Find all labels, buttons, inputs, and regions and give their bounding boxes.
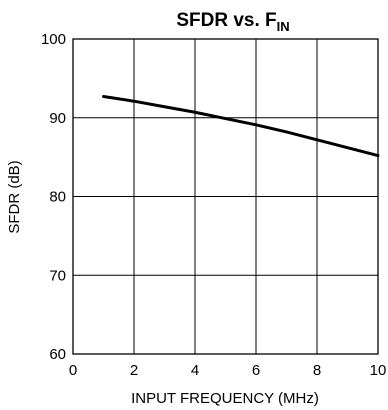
y-tick-label: 60: [49, 346, 66, 363]
x-tick-label: 10: [370, 362, 387, 379]
tick-labels: 0 2 4 6 8 10 60 70 80 90 100: [41, 31, 386, 379]
y-axis-label: SFDR (dB): [6, 160, 23, 233]
x-tick-label: 8: [313, 362, 321, 379]
x-tick-label: 4: [191, 362, 199, 379]
x-tick-label: 2: [130, 362, 138, 379]
grid-lines: [73, 39, 378, 354]
plot-area-frame: [72, 38, 379, 355]
y-tick-label: 100: [41, 31, 66, 48]
chart-title-main: SFDR vs. F: [176, 10, 276, 31]
x-tick-label: 0: [69, 362, 77, 379]
chart-title: SFDR vs. FIN: [176, 10, 289, 34]
y-tick-label: 90: [49, 110, 66, 127]
y-tick-label: 80: [49, 189, 66, 206]
y-tick-label: 70: [49, 267, 66, 284]
x-axis-label: INPUT FREQUENCY (MHz): [131, 390, 319, 407]
x-tick-label: 6: [252, 362, 260, 379]
sfdr-series-line: [102, 94, 380, 158]
chart-title-subscript: IN: [277, 19, 290, 34]
